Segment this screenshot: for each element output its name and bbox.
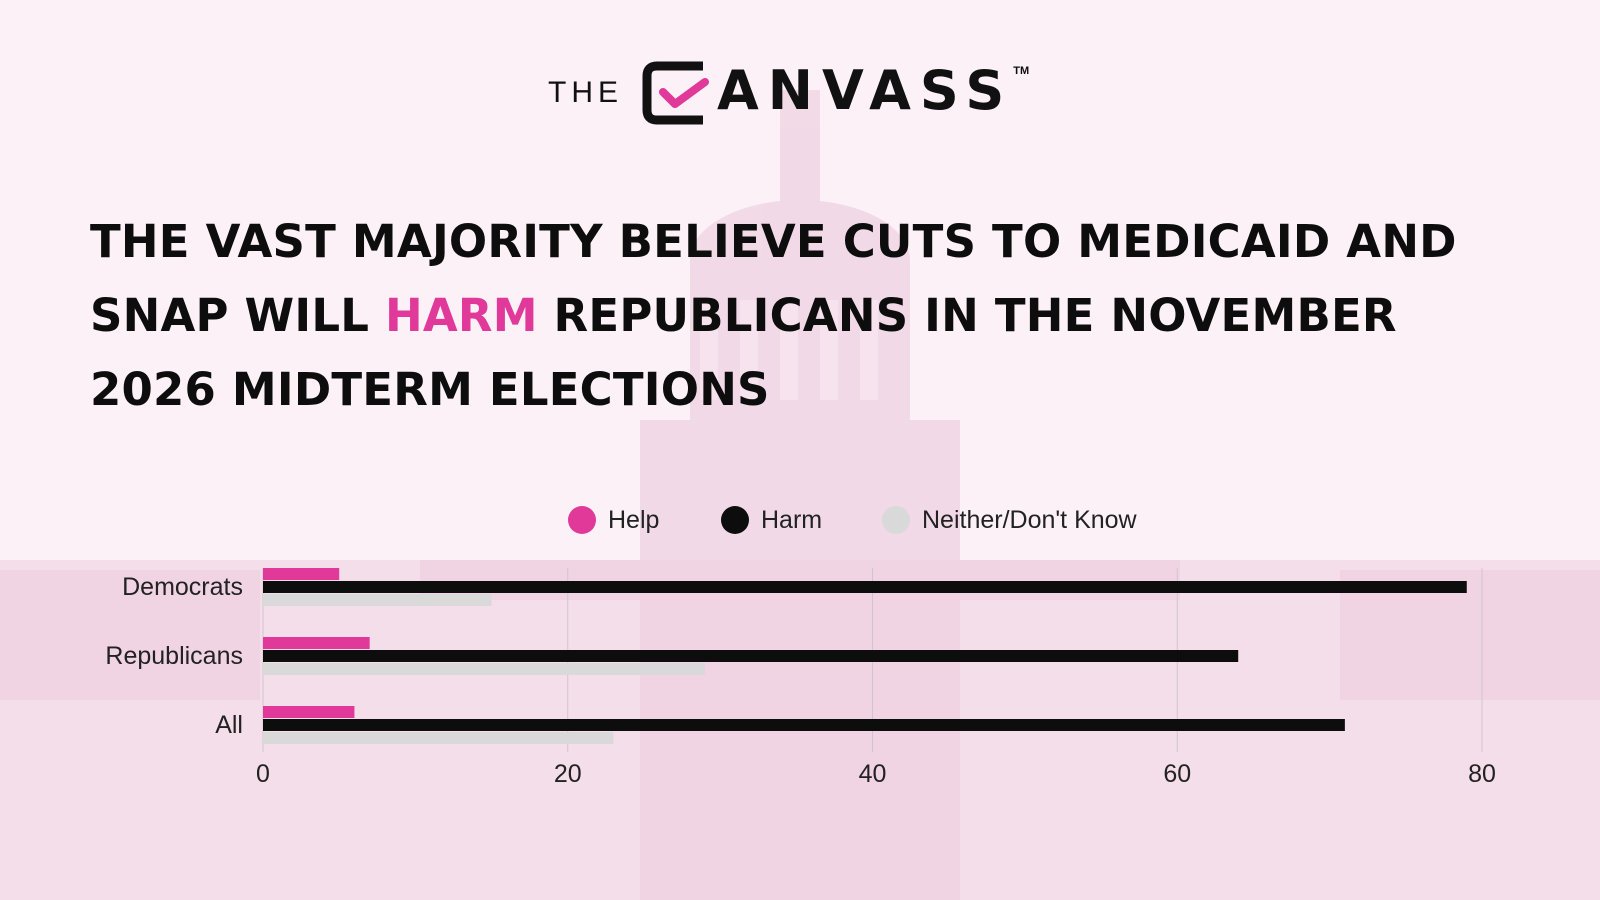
headline-accent-word: HARM [384,289,538,342]
category-label: Democrats [122,573,243,601]
bar-harm-all [263,719,1345,731]
category-label: All [215,711,243,739]
brand-logo: THE ANVASS TM [548,55,1029,125]
logo-the-text: THE [548,76,623,109]
headline: THE VAST MAJORITY BELIEVE CUTS TO MEDICA… [90,205,1530,427]
legend-item-neither: Neither/Don't Know [882,500,1137,540]
chart-legend: Help Harm Neither/Don't Know [0,500,1600,540]
logo-trademark: TM [1013,65,1030,77]
bar-harm-republicans [263,650,1239,662]
legend-label-help: Help [608,505,660,534]
legend-label-harm: Harm [761,505,823,534]
legend-label-neither: Neither/Don't Know [922,505,1137,534]
bar-help-all [263,706,355,718]
x-tick-label: 80 [1468,760,1496,788]
legend-swatch-help [568,506,596,534]
legend-swatch-neither [882,506,910,534]
bar-neither-don-t-know-all [263,732,614,744]
bar-harm-democrats [263,581,1467,593]
bar-help-republicans [263,637,370,649]
x-tick-label: 60 [1163,760,1191,788]
category-label: Republicans [105,642,243,670]
checkbox-check-icon [642,61,709,125]
bar-neither-don-t-know-republicans [263,663,705,675]
x-tick-label: 20 [554,760,582,788]
legend-item-harm: Harm [721,500,822,540]
bar-help-democrats [263,568,340,580]
headline-text-before: THE VAST MAJORITY BELIEVE CUTS TO MEDICA… [90,215,1457,342]
legend-swatch-harm [721,506,749,534]
bar-neither-don-t-know-democrats [263,594,492,606]
logo-wordmark: ANVASS [717,58,1014,122]
x-tick-label: 0 [256,760,270,788]
x-tick-label: 40 [859,760,887,788]
headline-text-after: REPUBLICANS IN THE NOVEMBER 2026 MIDTERM… [90,289,1397,416]
legend-item-help: Help [568,500,659,540]
